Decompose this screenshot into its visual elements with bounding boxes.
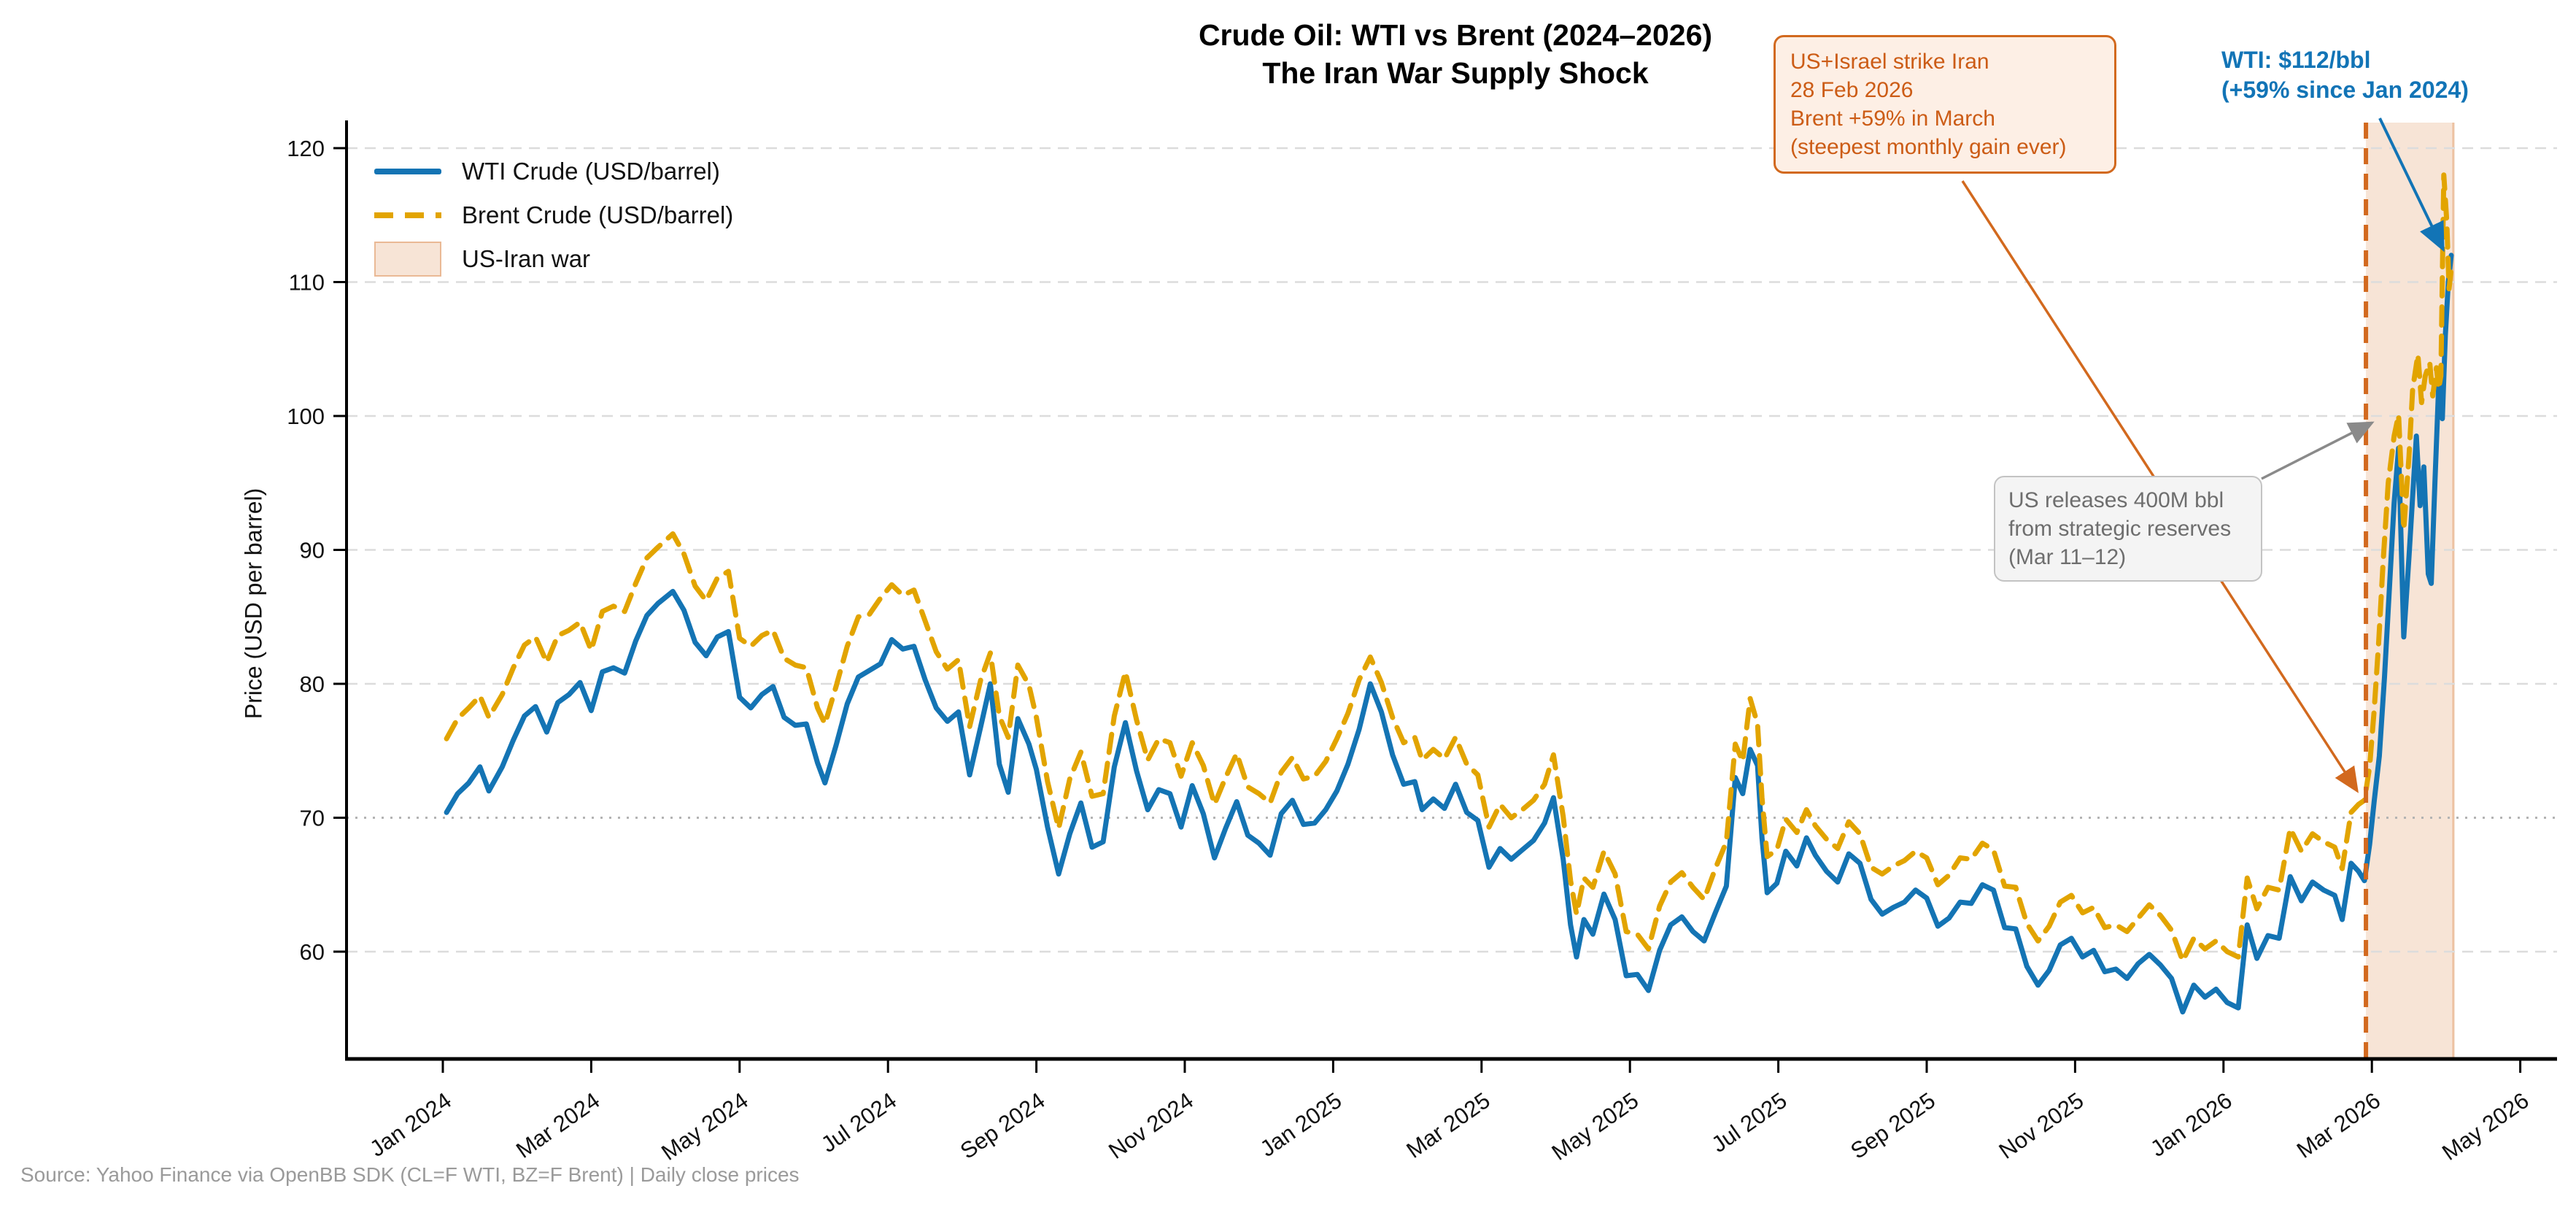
y-tick-label-120: 120	[287, 136, 325, 161]
y-tick-label-70: 70	[300, 806, 325, 831]
x-tick-label-Jul-2025: Jul 2025	[1707, 1087, 1792, 1157]
x-tick-label-Nov-2025: Nov 2025	[1995, 1087, 2089, 1164]
x-tick-label-Jan-2026: Jan 2026	[2146, 1087, 2237, 1162]
annotation-strike-line4: (steepest monthly gain ever)	[1790, 135, 2067, 159]
legend-item-war: US-Iran war	[374, 237, 733, 281]
price-series	[444, 172, 2454, 1015]
y-tick-label-100: 100	[287, 404, 325, 429]
x-tick-label-Mar-2026: Mar 2026	[2292, 1087, 2385, 1163]
legend-item-brent: Brent Crude (USD/barrel)	[374, 193, 733, 237]
y-tick-label-60: 60	[300, 939, 325, 965]
legend-swatch-brent	[374, 212, 441, 218]
annotation-reserves-line1: US releases 400M bbl	[2008, 488, 2224, 512]
annotation-strike-line3: Brent +59% in March	[1790, 107, 1995, 131]
war-shading-band	[2366, 123, 2455, 1059]
x-tick-label-May-2025: May 2025	[1547, 1087, 1644, 1165]
series-line-brent	[444, 172, 2454, 964]
annotation-wti-endprice: WTI: $112/bbl (+59% since Jan 2024)	[2221, 45, 2469, 105]
annotation-wti-line1: WTI: $112/bbl	[2221, 47, 2371, 73]
annotation-strike-line1: US+Israel strike Iran	[1790, 50, 1989, 74]
wti-arrow	[2378, 117, 2445, 253]
x-tick-label-May-2024: May 2024	[657, 1087, 753, 1165]
chart-title-line2: The Iran War Supply Shock	[1262, 56, 1649, 90]
legend-item-wti: WTI Crude (USD/barrel)	[374, 150, 733, 193]
y-tick-label-90: 90	[300, 538, 325, 563]
chart-title: Crude Oil: WTI vs Brent (2024–2026) The …	[945, 16, 1966, 92]
series-line-wti	[444, 253, 2454, 1015]
x-tick-label-Mar-2025: Mar 2025	[1401, 1087, 1494, 1163]
y-axis-label: Price (USD per barrel)	[240, 488, 267, 720]
y-tick-label-110: 110	[289, 270, 325, 296]
annotation-reserves-line3: (Mar 11–12)	[2008, 545, 2127, 569]
chart-title-line1: Crude Oil: WTI vs Brent (2024–2026)	[1198, 18, 1713, 52]
legend-label-war: US-Iran war	[462, 245, 591, 272]
x-tick-label-Sep-2024: Sep 2024	[956, 1087, 1050, 1164]
x-tick-label-Jan-2025: Jan 2025	[1256, 1087, 1347, 1162]
source-caption: Source: Yahoo Finance via OpenBB SDK (CL…	[20, 1163, 800, 1186]
y-tick-label-80: 80	[300, 671, 325, 697]
legend: WTI Crude (USD/barrel) Brent Crude (USD/b…	[374, 150, 733, 281]
gridlines	[347, 147, 2557, 953]
x-tick-label-May-2026: May 2026	[2437, 1087, 2534, 1165]
annotation-reserves-line2: from strategic reserves	[2008, 517, 2232, 541]
us-iran-war-band	[2366, 123, 2454, 1059]
reserves-arrow	[2261, 421, 2375, 480]
x-tick-label-Nov-2024: Nov 2024	[1104, 1087, 1198, 1164]
legend-swatch-wti	[374, 169, 441, 174]
legend-swatch-war	[374, 242, 441, 277]
annotation-strike-iran: US+Israel strike Iran 28 Feb 2026 Brent …	[1774, 35, 2116, 174]
x-tick-label-Jul-2024: Jul 2024	[816, 1087, 901, 1157]
legend-label-brent: Brent Crude (USD/barrel)	[462, 201, 734, 228]
legend-label-wti: WTI Crude (USD/barrel)	[462, 158, 720, 185]
annotation-strategic-reserves: US releases 400M bbl from strategic rese…	[1994, 476, 2262, 582]
annotation-strike-line2: 28 Feb 2026	[1790, 78, 1914, 102]
x-tick-label-Jan-2024: Jan 2024	[365, 1087, 456, 1162]
annotation-wti-line2: (+59% since Jan 2024)	[2221, 77, 2469, 103]
x-tick-label-Mar-2024: Mar 2024	[511, 1087, 604, 1163]
x-tick-label-Sep-2025: Sep 2025	[1846, 1087, 1940, 1164]
